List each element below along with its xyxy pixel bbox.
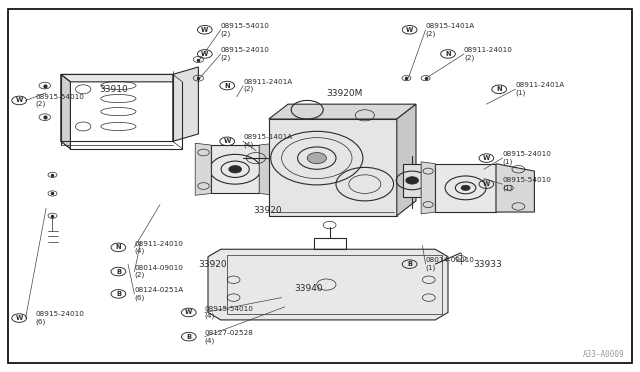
Text: 08911-2401A
(1): 08911-2401A (1) <box>515 83 564 96</box>
Polygon shape <box>435 164 496 212</box>
Text: 08911-24010
(4): 08911-24010 (4) <box>134 241 183 254</box>
Polygon shape <box>269 119 397 216</box>
Circle shape <box>461 185 470 190</box>
Text: W: W <box>201 27 209 33</box>
Polygon shape <box>397 104 416 216</box>
Polygon shape <box>496 164 534 212</box>
Text: W: W <box>201 51 209 57</box>
Text: 08915-1401A
(4): 08915-1401A (4) <box>243 135 292 148</box>
Text: N: N <box>225 83 230 89</box>
Text: 08915-54010
(2): 08915-54010 (2) <box>35 94 84 107</box>
Text: W: W <box>15 97 23 103</box>
Polygon shape <box>61 74 182 82</box>
Text: 08915-24010
(1): 08915-24010 (1) <box>502 151 551 165</box>
Text: N: N <box>445 51 451 57</box>
Text: 08915-24010
(6): 08915-24010 (6) <box>35 311 84 325</box>
Text: 33940: 33940 <box>294 284 323 293</box>
Text: B: B <box>116 291 121 297</box>
Polygon shape <box>195 143 211 195</box>
Text: W: W <box>483 181 490 187</box>
Text: 08915-54010
(4): 08915-54010 (4) <box>205 306 253 319</box>
Circle shape <box>307 153 326 164</box>
Text: W: W <box>185 310 193 315</box>
Polygon shape <box>421 162 435 214</box>
Text: 08915-54010
(2): 08915-54010 (2) <box>221 23 269 36</box>
Circle shape <box>406 177 419 184</box>
Polygon shape <box>208 249 448 320</box>
Text: 33910: 33910 <box>99 85 128 94</box>
Text: 08014-09010
(1): 08014-09010 (1) <box>426 257 474 271</box>
Text: 08911-2401A
(2): 08911-2401A (2) <box>243 79 292 92</box>
Text: 08127-02528
(4): 08127-02528 (4) <box>205 330 253 343</box>
Text: 08124-0251A
(6): 08124-0251A (6) <box>134 287 184 301</box>
Text: 08915-54010
(1): 08915-54010 (1) <box>502 177 551 191</box>
Text: N: N <box>497 86 502 92</box>
Text: 08915-24010
(2): 08915-24010 (2) <box>221 47 269 61</box>
Circle shape <box>229 166 242 173</box>
Text: N: N <box>116 244 121 250</box>
Polygon shape <box>61 74 70 149</box>
Polygon shape <box>211 145 259 193</box>
Text: W: W <box>483 155 490 161</box>
Text: W: W <box>406 27 413 33</box>
Text: B: B <box>116 269 121 275</box>
Text: 33933: 33933 <box>474 260 502 269</box>
Text: 33920M: 33920M <box>326 89 363 97</box>
Text: B: B <box>407 261 412 267</box>
Text: W: W <box>15 315 23 321</box>
Text: W: W <box>223 138 231 144</box>
Polygon shape <box>269 104 416 119</box>
Text: 08911-24010
(2): 08911-24010 (2) <box>464 47 513 61</box>
Text: 33920: 33920 <box>198 260 227 269</box>
Text: A33-A0009: A33-A0009 <box>582 350 624 359</box>
Text: 08014-09010
(2): 08014-09010 (2) <box>134 265 183 278</box>
Polygon shape <box>173 67 198 141</box>
Polygon shape <box>259 143 275 195</box>
Bar <box>403 164 421 197</box>
Text: 33920: 33920 <box>253 206 282 215</box>
Text: B: B <box>186 334 191 340</box>
Text: 08915-1401A
(2): 08915-1401A (2) <box>426 23 475 36</box>
